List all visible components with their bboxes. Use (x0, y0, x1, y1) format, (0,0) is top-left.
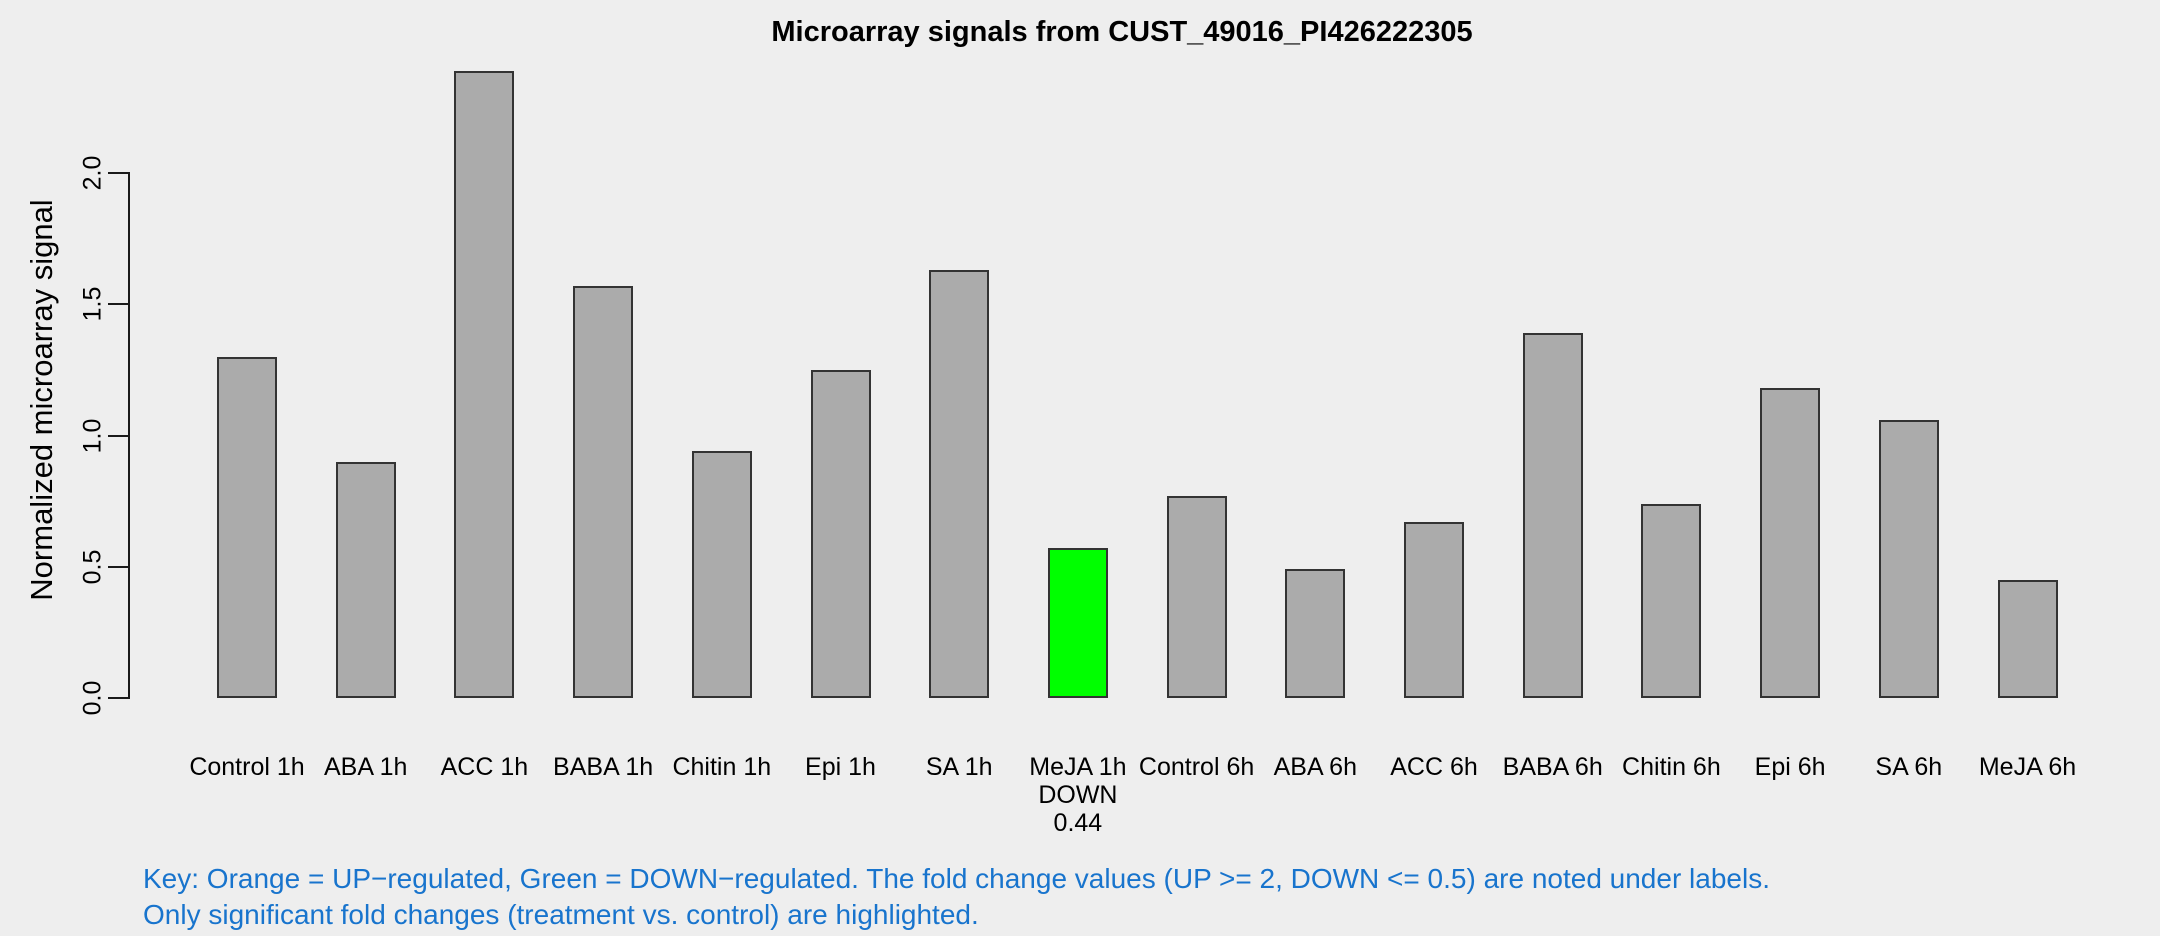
bar-label-epi-1h: Epi 1h (805, 753, 876, 781)
bar-label-acc-1h: ACC 1h (441, 753, 529, 781)
bar-meja-1h (1047, 548, 1108, 698)
y-tick-mark (108, 172, 128, 174)
y-axis-title: Normalized microarray signal (24, 199, 59, 601)
bar-label-line: SA 1h (925, 753, 993, 781)
bar-epi-1h (810, 369, 871, 698)
bar-control-6h (1166, 495, 1227, 698)
bar-label-meja-6h: MeJA 6h (1979, 753, 2076, 781)
bar-chitin-6h (1641, 503, 1702, 698)
bar-label-control-1h: Control 1h (189, 753, 304, 781)
bar-label-line: ACC 6h (1390, 753, 1478, 781)
bar-acc-6h (1404, 522, 1464, 698)
bar-label-line: Control 6h (1138, 753, 1255, 781)
key-note-line-1: Key: Orange = UP−regulated, Green = DOWN… (143, 863, 1770, 894)
bar-aba-1h (335, 461, 396, 698)
bar-label-aba-1h: ABA 1h (324, 753, 407, 781)
y-tick-label: 0.5 (78, 549, 107, 585)
bar-label-line: MeJA 6h (1978, 753, 2077, 781)
bar-baba-6h (1522, 333, 1583, 698)
y-tick-label: 2.0 (78, 155, 107, 191)
bar-label-acc-6h: ACC 6h (1390, 753, 1478, 781)
bar-label-line: BABA 1h (553, 753, 654, 781)
bar-label-line: ABA 6h (1273, 753, 1357, 781)
bar-control-1h (217, 356, 277, 698)
bar-label-line: BABA 6h (1502, 753, 1603, 781)
bar-label-line: Control 1h (189, 753, 305, 781)
bar-label-sa-6h: SA 6h (1875, 753, 1942, 781)
bar-label-baba-1h: BABA 1h (553, 753, 653, 781)
bar-label-sa-1h: SA 1h (926, 753, 993, 781)
bar-label-chitin-6h: Chitin 6h (1622, 753, 1721, 781)
y-tick-mark (108, 697, 128, 699)
bar-label-line: MeJA 1h (1029, 753, 1127, 781)
y-axis-line (128, 172, 130, 699)
bar-acc-1h (454, 70, 515, 698)
y-tick-mark (108, 565, 128, 568)
bar-label-aba-6h: ABA 6h (1274, 753, 1357, 781)
y-tick-label: 1.5 (78, 286, 107, 322)
y-tick-label: 0.0 (78, 680, 107, 716)
bar-sa-1h (929, 270, 990, 698)
bar-label-epi-6h: Epi 6h (1755, 753, 1826, 781)
bar-label-line: SA 6h (1875, 753, 1943, 781)
bar-label-line: ABA 1h (323, 753, 408, 781)
bar-label-line: 0.44 (1053, 809, 1103, 837)
bar-label-line: Epi 6h (1754, 753, 1826, 781)
bar-label-baba-6h: BABA 6h (1503, 753, 1603, 781)
bar-label-line: Chitin 1h (672, 753, 772, 781)
bar-label-line: DOWN (1038, 781, 1118, 809)
bar-baba-1h (573, 285, 634, 698)
bar-chitin-1h (691, 451, 752, 698)
bar-aba-6h (1285, 569, 1346, 698)
bar-label-chitin-1h: Chitin 1h (672, 753, 771, 781)
chart-title: Microarray signals from CUST_49016_PI426… (771, 16, 1473, 48)
bar-label-control-6h: Control 6h (1139, 753, 1254, 781)
y-tick-mark (108, 434, 128, 437)
y-tick-mark (108, 303, 128, 306)
bar-meja-6h (1997, 579, 2058, 698)
bar-sa-6h (1878, 419, 1939, 698)
bar-label-line: Epi 1h (805, 753, 876, 781)
bar-label-meja-1h: MeJA 1h DOWN 0.44 (1029, 753, 1126, 837)
bar-label-line: ACC 1h (440, 753, 529, 781)
y-tick-label: 1.0 (78, 418, 107, 453)
key-note-line-2: Only significant fold changes (treatment… (143, 899, 979, 930)
bar-label-line: Chitin 6h (1622, 753, 1721, 781)
bar-epi-6h (1760, 388, 1821, 698)
